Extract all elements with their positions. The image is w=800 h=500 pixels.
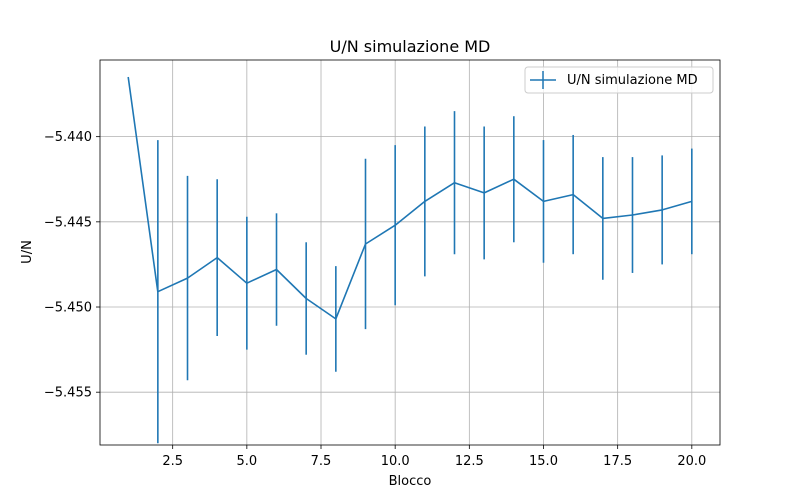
x-tick-label: 15.0: [529, 454, 558, 469]
x-tick-label: 5.0: [236, 454, 257, 469]
series-layer: [127, 76, 693, 320]
x-tick-label: 12.5: [455, 454, 484, 469]
x-tick-label: 2.5: [162, 454, 183, 469]
x-tick-label: 17.5: [603, 454, 632, 469]
x-tick-label: 10.0: [381, 454, 410, 469]
series-line: [127, 76, 693, 320]
chart-title: U/N simulazione MD: [330, 37, 491, 56]
legend-entry-label: U/N simulazione MD: [567, 73, 698, 88]
y-tick-label: −5.455: [44, 386, 92, 401]
legend-box: [524, 66, 714, 94]
legend: U/N simulazione MD: [524, 66, 714, 94]
y-tick-label: −5.445: [44, 215, 92, 230]
x-tick-label: 20.0: [677, 454, 706, 469]
x-axis-ticks: 2.5 5.0 7.5 10.0 12.5 15.0 17.5 20.0: [162, 445, 706, 469]
y-tick-label: −5.440: [44, 130, 92, 145]
error-bars: [157, 111, 693, 444]
plot-frame: [99, 59, 721, 446]
y-axis-ticks: −5.440 −5.445 −5.450 −5.455: [44, 130, 100, 401]
y-axis-label: U/N: [20, 240, 35, 264]
grid-lines: [100, 60, 720, 445]
y-tick-label: −5.450: [44, 301, 92, 316]
x-tick-label: 7.5: [311, 454, 332, 469]
x-axis-label: Blocco: [389, 474, 432, 489]
